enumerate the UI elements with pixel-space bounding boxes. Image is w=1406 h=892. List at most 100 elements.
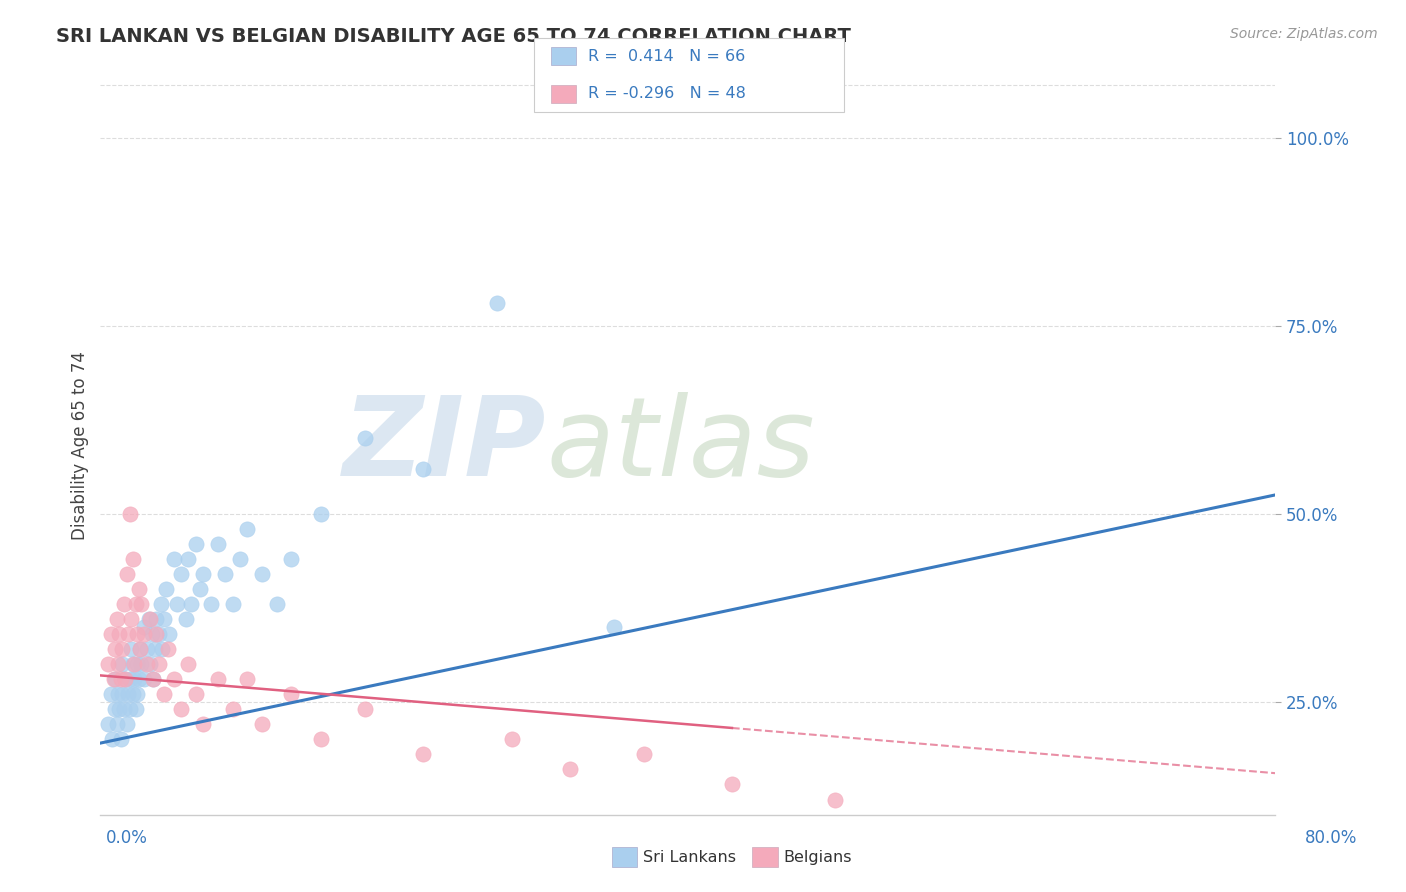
Point bbox=[152, 612, 174, 626]
Point bbox=[560, 763, 582, 777]
Point bbox=[412, 747, 434, 762]
Point bbox=[122, 657, 145, 672]
Point bbox=[110, 732, 132, 747]
Point bbox=[114, 672, 136, 686]
Point bbox=[266, 597, 288, 611]
Y-axis label: Disability Age 65 to 74: Disability Age 65 to 74 bbox=[72, 351, 89, 541]
Point bbox=[1337, 130, 1360, 145]
Point bbox=[157, 627, 180, 641]
Point bbox=[236, 672, 259, 686]
Point bbox=[111, 687, 134, 701]
Point bbox=[138, 612, 160, 626]
Point bbox=[280, 687, 302, 701]
Point bbox=[309, 507, 332, 521]
Point bbox=[125, 627, 148, 641]
Point bbox=[309, 732, 332, 747]
Point bbox=[115, 717, 138, 731]
Point bbox=[118, 507, 141, 521]
Text: 0.0%: 0.0% bbox=[105, 830, 148, 847]
Point bbox=[166, 597, 188, 611]
Point bbox=[149, 597, 172, 611]
Text: SRI LANKAN VS BELGIAN DISABILITY AGE 65 TO 74 CORRELATION CHART: SRI LANKAN VS BELGIAN DISABILITY AGE 65 … bbox=[56, 27, 851, 45]
Point bbox=[128, 672, 150, 686]
Point bbox=[104, 642, 127, 657]
Point bbox=[180, 597, 202, 611]
Point bbox=[193, 717, 215, 731]
Point bbox=[148, 657, 170, 672]
Point bbox=[104, 702, 127, 716]
Point bbox=[184, 687, 207, 701]
Point bbox=[107, 687, 129, 701]
Point bbox=[111, 657, 134, 672]
Point bbox=[155, 582, 177, 596]
Point bbox=[114, 672, 136, 686]
Point bbox=[131, 657, 153, 672]
Point bbox=[221, 702, 243, 716]
Point bbox=[188, 582, 211, 596]
Point bbox=[100, 627, 122, 641]
Point bbox=[207, 672, 229, 686]
Point bbox=[121, 657, 143, 672]
Point bbox=[128, 582, 150, 596]
Point bbox=[142, 672, 165, 686]
Point bbox=[184, 537, 207, 551]
Point bbox=[115, 566, 138, 581]
Point bbox=[412, 461, 434, 475]
Point bbox=[501, 732, 523, 747]
Point bbox=[485, 296, 508, 310]
Point bbox=[118, 672, 141, 686]
Point bbox=[150, 642, 173, 657]
Point bbox=[129, 642, 152, 657]
Point bbox=[353, 432, 375, 446]
Text: Sri Lankans: Sri Lankans bbox=[643, 850, 735, 864]
Point bbox=[163, 672, 186, 686]
Point bbox=[112, 597, 135, 611]
Text: R = -0.296   N = 48: R = -0.296 N = 48 bbox=[588, 87, 745, 101]
Point bbox=[134, 627, 156, 641]
Point bbox=[136, 642, 159, 657]
Text: atlas: atlas bbox=[547, 392, 815, 500]
Point bbox=[353, 702, 375, 716]
Point bbox=[125, 687, 148, 701]
Point bbox=[136, 657, 159, 672]
Point bbox=[108, 702, 131, 716]
Point bbox=[721, 777, 744, 791]
Point bbox=[170, 566, 193, 581]
Point bbox=[177, 657, 200, 672]
Point bbox=[103, 672, 125, 686]
Point bbox=[100, 687, 122, 701]
Point bbox=[108, 627, 131, 641]
Point bbox=[105, 612, 128, 626]
Point bbox=[142, 672, 165, 686]
Point bbox=[221, 597, 243, 611]
Point bbox=[603, 619, 626, 633]
Point bbox=[152, 687, 174, 701]
Point bbox=[120, 612, 142, 626]
Point bbox=[141, 627, 163, 641]
Point bbox=[104, 672, 127, 686]
Point bbox=[163, 551, 186, 566]
Point bbox=[118, 702, 141, 716]
Point bbox=[121, 551, 143, 566]
Point bbox=[131, 597, 153, 611]
Point bbox=[97, 657, 120, 672]
Point bbox=[134, 619, 156, 633]
Point bbox=[177, 551, 200, 566]
Text: Source: ZipAtlas.com: Source: ZipAtlas.com bbox=[1230, 27, 1378, 41]
Text: ZIP: ZIP bbox=[343, 392, 547, 500]
Point bbox=[250, 566, 273, 581]
Point bbox=[145, 627, 167, 641]
Point bbox=[107, 657, 129, 672]
Point bbox=[117, 627, 139, 641]
Point bbox=[134, 672, 156, 686]
Point bbox=[143, 642, 166, 657]
Point bbox=[200, 597, 222, 611]
Point bbox=[124, 702, 146, 716]
Point bbox=[117, 687, 139, 701]
Point bbox=[125, 657, 148, 672]
Point bbox=[139, 612, 162, 626]
Point bbox=[633, 747, 655, 762]
Text: Belgians: Belgians bbox=[783, 850, 852, 864]
Point bbox=[105, 717, 128, 731]
Point bbox=[111, 642, 134, 657]
